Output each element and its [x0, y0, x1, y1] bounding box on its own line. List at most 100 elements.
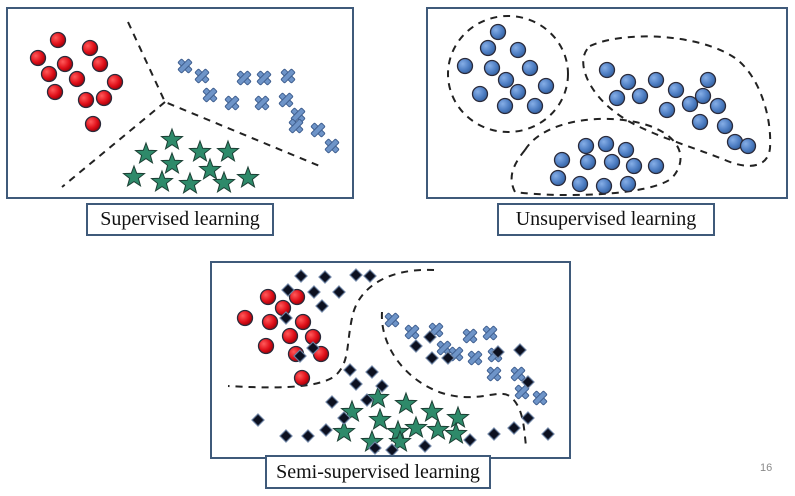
red-circle-icon [49, 31, 67, 49]
blue-cross-icon [177, 58, 193, 74]
red-circle-icon [106, 73, 124, 91]
green-star-icon [368, 407, 392, 431]
blue-cross-icon [467, 350, 483, 366]
red-circle-icon [40, 65, 58, 83]
black-diamond-icon [409, 339, 423, 353]
green-star-icon [340, 399, 364, 423]
supervised-panel [6, 7, 354, 199]
blue-cross-icon [510, 366, 526, 382]
blue-circle-icon [577, 137, 595, 155]
black-diamond-icon [349, 268, 363, 282]
blue-circle-icon [489, 23, 507, 41]
blue-circle-icon [716, 117, 734, 135]
black-diamond-icon [507, 421, 521, 435]
blue-circle-icon [509, 83, 527, 101]
black-diamond-icon [513, 343, 527, 357]
blue-cross-icon [324, 138, 340, 154]
blue-circle-icon [691, 113, 709, 131]
blue-cross-icon [436, 340, 452, 356]
black-diamond-icon [343, 363, 357, 377]
black-diamond-icon [360, 393, 374, 407]
blue-circle-icon [598, 61, 616, 79]
green-star-icon [420, 399, 444, 423]
blue-cross-icon [532, 390, 548, 406]
blue-cross-icon [236, 70, 252, 86]
red-circle-icon [261, 313, 279, 331]
green-star-icon [212, 170, 236, 194]
blue-cross-icon [482, 325, 498, 341]
green-star-icon [178, 171, 202, 195]
green-star-icon [394, 391, 418, 415]
black-diamond-icon [541, 427, 555, 441]
red-circle-icon [288, 288, 306, 306]
blue-circle-icon [617, 141, 635, 159]
black-diamond-icon [281, 283, 295, 297]
green-star-icon [388, 429, 412, 453]
blue-cross-icon [254, 95, 270, 111]
green-star-icon [216, 139, 240, 163]
red-circle-icon [257, 337, 275, 355]
supervised-learning-caption: Supervised learning [86, 203, 274, 236]
green-star-icon [122, 164, 146, 188]
green-star-icon [444, 421, 468, 445]
blue-cross-icon [384, 312, 400, 328]
semi-supervised-learning-caption: Semi-supervised learning [265, 455, 491, 489]
blue-circle-icon [647, 157, 665, 175]
black-diamond-icon [521, 375, 535, 389]
blue-circle-icon [608, 89, 626, 107]
blue-cross-icon [486, 366, 502, 382]
blue-circle-icon [521, 59, 539, 77]
black-diamond-icon [423, 330, 437, 344]
blue-circle-icon [471, 85, 489, 103]
red-circle-icon [236, 309, 254, 327]
cluster-boundary-bottom [510, 117, 682, 197]
semi-boundary-lower [380, 311, 527, 447]
blue-circle-icon [526, 97, 544, 115]
green-star-icon [198, 157, 222, 181]
semi-supervised-panel [210, 261, 571, 459]
supervised-decision-boundary [61, 21, 323, 188]
blue-circle-icon [647, 71, 665, 89]
blue-circle-icon [553, 151, 571, 169]
blue-cross-icon [404, 324, 420, 340]
black-diamond-icon [487, 427, 501, 441]
blue-circle-icon [597, 135, 615, 153]
red-circle-icon [68, 70, 86, 88]
black-diamond-icon [337, 411, 351, 425]
black-diamond-icon [301, 429, 315, 443]
blue-circle-icon [694, 87, 712, 105]
black-diamond-icon [332, 285, 346, 299]
red-circle-icon [81, 39, 99, 57]
page-number: 16 [760, 462, 773, 474]
blue-cross-icon [202, 87, 218, 103]
green-star-icon [236, 165, 260, 189]
blue-cross-icon [278, 92, 294, 108]
blue-cross-icon [462, 328, 478, 344]
black-diamond-icon [319, 423, 333, 437]
black-diamond-icon [349, 377, 363, 391]
black-diamond-icon [425, 351, 439, 365]
blue-circle-icon [509, 41, 527, 59]
blue-circle-icon [496, 97, 514, 115]
semi-boundary-upper [227, 268, 435, 389]
blue-circle-icon [595, 177, 613, 195]
blue-circle-icon [619, 175, 637, 193]
red-circle-icon [77, 91, 95, 109]
red-circle-icon [281, 327, 299, 345]
red-circle-icon [293, 369, 311, 387]
cluster-boundary-left [447, 15, 569, 133]
black-diamond-icon [463, 433, 477, 447]
black-diamond-icon [491, 345, 505, 359]
green-star-icon [150, 169, 174, 193]
black-diamond-icon [375, 379, 389, 393]
black-diamond-icon [418, 439, 432, 453]
green-star-icon [160, 151, 184, 175]
black-diamond-icon [315, 299, 329, 313]
black-diamond-icon [279, 311, 293, 325]
blue-circle-icon [549, 169, 567, 187]
black-diamond-icon [306, 341, 320, 355]
black-diamond-icon [441, 351, 455, 365]
red-circle-icon [274, 299, 292, 317]
blue-circle-icon [571, 175, 589, 193]
black-diamond-icon [363, 269, 377, 283]
